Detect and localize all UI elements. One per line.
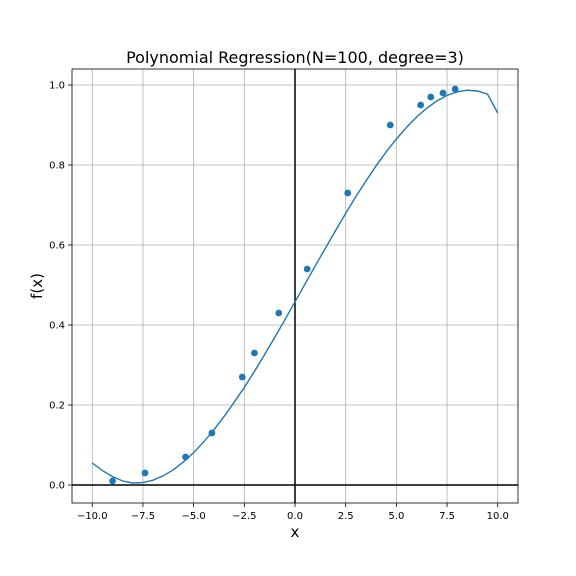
x-tick-label: 0.0 bbox=[287, 511, 303, 522]
x-tick-label: 2.5 bbox=[338, 511, 354, 522]
chart-title: Polynomial Regression(N=100, degree=3) bbox=[126, 48, 464, 67]
x-tick-label: 7.5 bbox=[439, 511, 455, 522]
data-point bbox=[251, 349, 258, 357]
data-point bbox=[141, 469, 149, 477]
y-axis-label: f(x) bbox=[28, 273, 46, 299]
data-point bbox=[238, 373, 246, 381]
data-point bbox=[275, 309, 283, 317]
fit-curve-layer bbox=[91, 89, 499, 484]
y-tick-label: 0.8 bbox=[49, 161, 65, 172]
y-tick-label: 0.6 bbox=[49, 241, 65, 252]
data-point bbox=[451, 85, 459, 93]
x-tick-label: −7.5 bbox=[131, 511, 155, 522]
y-tick-label: 0.4 bbox=[49, 321, 65, 332]
x-axis-ticks: −10.0 −7.5 −5.0 −2.5 0.0 2.5 5.0 7.5 10.0 bbox=[77, 503, 509, 522]
x-axis-label: x bbox=[291, 523, 300, 541]
fit-curve bbox=[91, 89, 499, 484]
x-tick-label: 5.0 bbox=[388, 511, 404, 522]
data-point bbox=[182, 453, 189, 461]
data-point bbox=[109, 477, 116, 485]
y-tick-label: 1.0 bbox=[49, 81, 65, 92]
data-point bbox=[417, 101, 425, 109]
y-axis-ticks: 0.0 0.2 0.4 0.6 0.8 1.0 bbox=[49, 81, 72, 492]
data-point bbox=[386, 121, 394, 129]
scatter-points-layer bbox=[109, 85, 459, 485]
y-tick-label: 0.0 bbox=[49, 481, 65, 492]
data-point bbox=[303, 265, 311, 273]
x-tick-label: −5.0 bbox=[181, 511, 205, 522]
x-tick-label: 10.0 bbox=[487, 511, 509, 522]
x-tick-label: −2.5 bbox=[232, 511, 256, 522]
data-point bbox=[427, 93, 435, 101]
x-tick-label: −10.0 bbox=[77, 511, 108, 522]
data-point bbox=[208, 429, 216, 437]
zero-axis-lines bbox=[72, 69, 518, 503]
data-point bbox=[439, 89, 447, 97]
y-tick-label: 0.2 bbox=[49, 401, 65, 412]
data-point bbox=[344, 189, 352, 197]
